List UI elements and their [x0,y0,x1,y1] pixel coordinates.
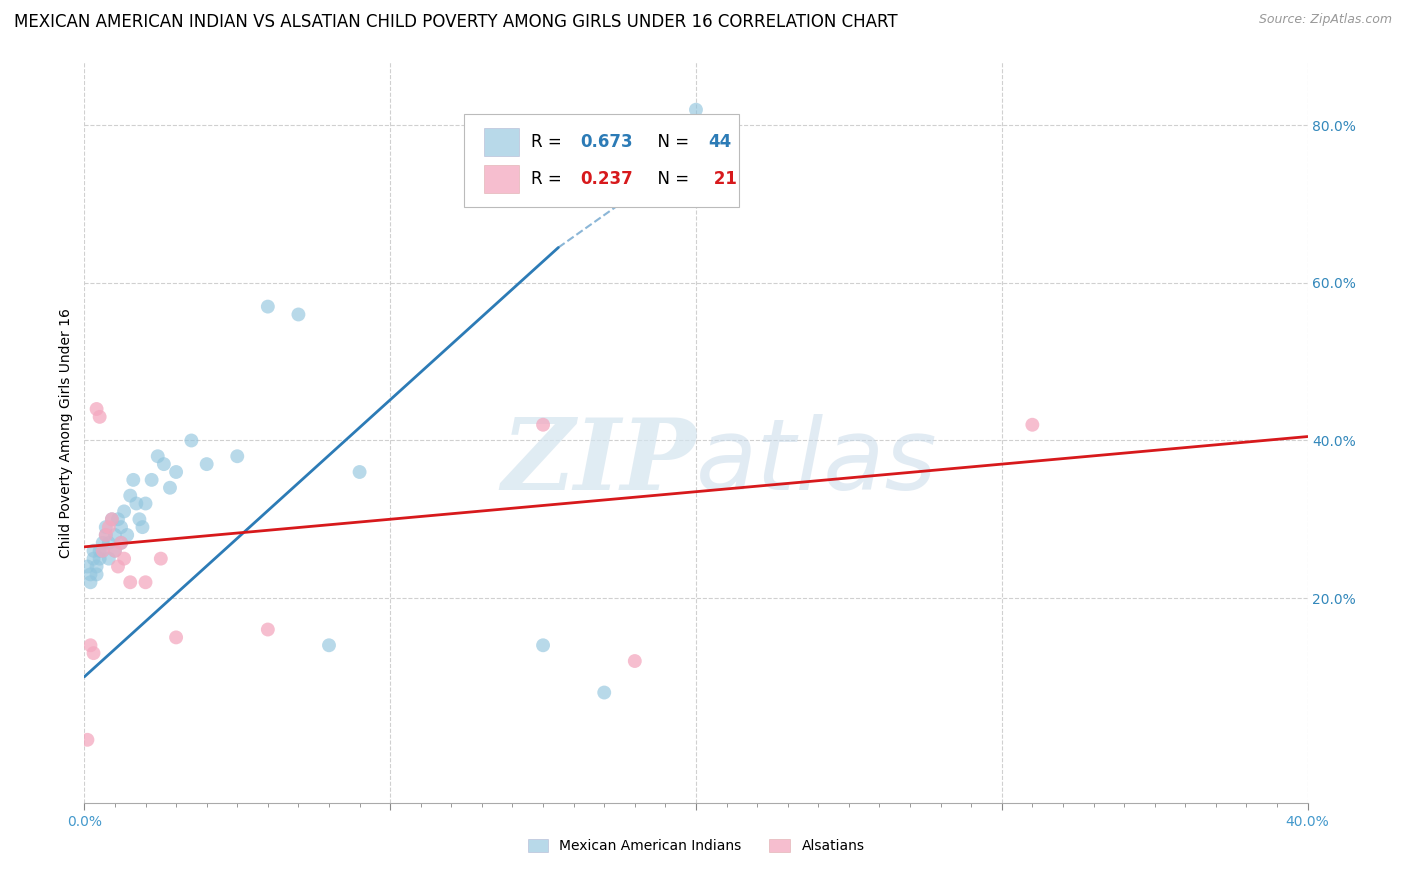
Point [86,402,108,417]
Text: 44: 44 [709,133,731,151]
Text: R =: R = [531,133,567,151]
Point [159,481,181,495]
Point [593,685,616,699]
Text: 0.673: 0.673 [579,133,633,151]
Point [110,536,132,550]
Point [149,551,172,566]
Point [110,536,132,550]
Point [153,457,176,471]
Point [94,520,117,534]
Point [83,551,105,566]
Point [531,417,554,432]
Point [180,434,202,448]
Text: R =: R = [531,170,567,188]
Point [531,638,554,652]
Text: N =: N = [647,133,695,151]
Text: MEXICAN AMERICAN INDIAN VS ALSATIAN CHILD POVERTY AMONG GIRLS UNDER 16 CORRELATI: MEXICAN AMERICAN INDIAN VS ALSATIAN CHIL… [14,13,897,31]
Point [112,504,135,518]
Point [1021,417,1043,432]
Point [318,638,340,652]
Point [89,551,111,566]
Point [76,732,98,747]
Point [91,536,114,550]
Point [104,528,127,542]
Point [165,631,187,645]
Text: Source: ZipAtlas.com: Source: ZipAtlas.com [1258,13,1392,27]
Point [89,543,111,558]
Point [287,308,309,322]
Point [94,528,117,542]
Point [120,489,142,503]
Point [135,575,157,590]
Point [110,520,132,534]
Point [257,623,280,637]
Point [97,536,120,550]
Point [79,567,101,582]
Legend: Mexican American Indians, Alsatians: Mexican American Indians, Alsatians [522,834,870,859]
Point [104,543,127,558]
Y-axis label: Child Poverty Among Girls Under 16: Child Poverty Among Girls Under 16 [59,308,73,558]
Point [97,551,120,566]
Point [135,496,157,510]
Text: N =: N = [647,170,695,188]
FancyBboxPatch shape [464,114,738,207]
Text: 21: 21 [709,170,737,188]
Point [257,300,280,314]
Point [91,543,114,558]
Point [94,528,117,542]
Point [79,638,101,652]
Point [349,465,371,479]
Point [122,473,145,487]
Text: atlas: atlas [696,414,938,511]
Point [101,512,124,526]
Point [112,551,135,566]
Point [685,103,707,117]
Point [146,449,169,463]
Bar [484,128,519,156]
Point [79,575,101,590]
Point [101,512,124,526]
Point [89,409,111,424]
Point [107,512,129,526]
Bar [484,165,519,194]
Point [624,654,647,668]
Point [107,559,129,574]
Point [131,520,153,534]
Point [91,543,114,558]
Point [165,465,187,479]
Point [83,646,105,660]
Point [86,559,108,574]
Point [86,567,108,582]
Point [141,473,163,487]
Point [83,543,105,558]
Text: ZIP: ZIP [501,414,696,510]
Point [128,512,150,526]
Point [76,559,98,574]
Point [226,449,249,463]
Point [125,496,148,510]
Point [97,520,120,534]
Point [104,543,127,558]
Point [115,528,138,542]
Text: 0.237: 0.237 [579,170,633,188]
Point [120,575,142,590]
Point [195,457,218,471]
